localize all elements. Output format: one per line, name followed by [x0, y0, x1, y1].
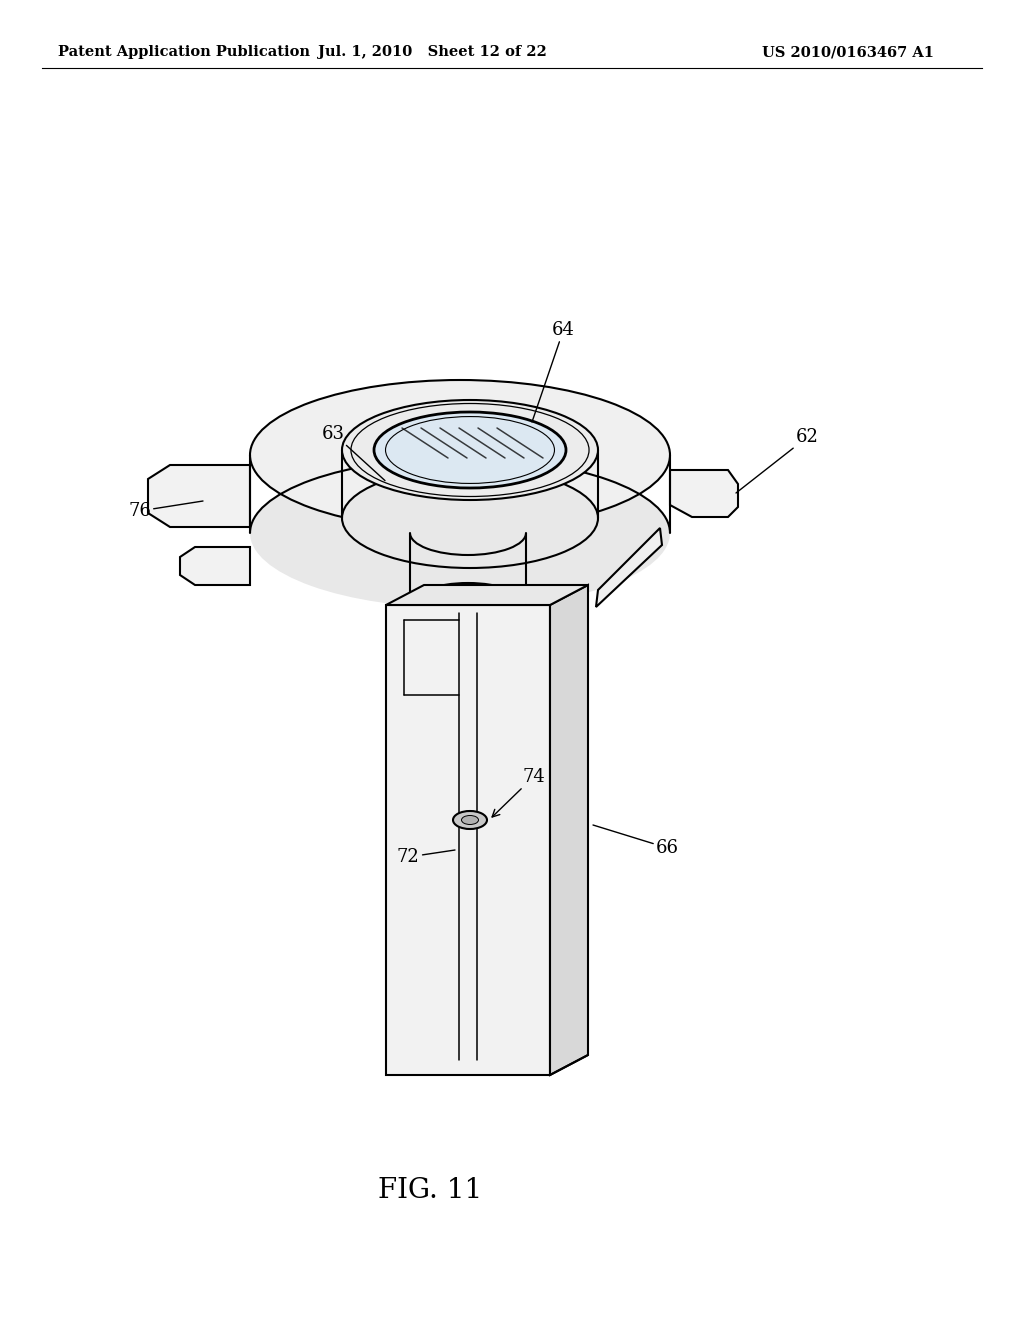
- Text: Patent Application Publication: Patent Application Publication: [58, 45, 310, 59]
- Text: 76: 76: [128, 502, 203, 520]
- Text: 62: 62: [736, 428, 819, 492]
- Ellipse shape: [410, 583, 526, 627]
- Polygon shape: [670, 470, 738, 517]
- Ellipse shape: [462, 816, 478, 825]
- Ellipse shape: [342, 469, 598, 568]
- Ellipse shape: [453, 810, 487, 829]
- Polygon shape: [550, 585, 588, 1074]
- Text: 64: 64: [532, 321, 574, 422]
- Ellipse shape: [250, 458, 670, 609]
- Polygon shape: [180, 546, 250, 585]
- Text: US 2010/0163467 A1: US 2010/0163467 A1: [762, 45, 934, 59]
- Ellipse shape: [250, 380, 670, 531]
- Text: 74: 74: [493, 768, 545, 817]
- Ellipse shape: [342, 400, 598, 500]
- Polygon shape: [386, 585, 588, 605]
- Polygon shape: [596, 528, 662, 607]
- Ellipse shape: [374, 412, 566, 488]
- Text: 66: 66: [593, 825, 679, 857]
- Text: 72: 72: [397, 847, 455, 866]
- Polygon shape: [148, 465, 250, 527]
- Polygon shape: [386, 605, 550, 1074]
- Ellipse shape: [410, 511, 526, 554]
- Text: FIG. 11: FIG. 11: [378, 1176, 482, 1204]
- Text: 63: 63: [322, 425, 385, 480]
- Text: Jul. 1, 2010   Sheet 12 of 22: Jul. 1, 2010 Sheet 12 of 22: [317, 45, 547, 59]
